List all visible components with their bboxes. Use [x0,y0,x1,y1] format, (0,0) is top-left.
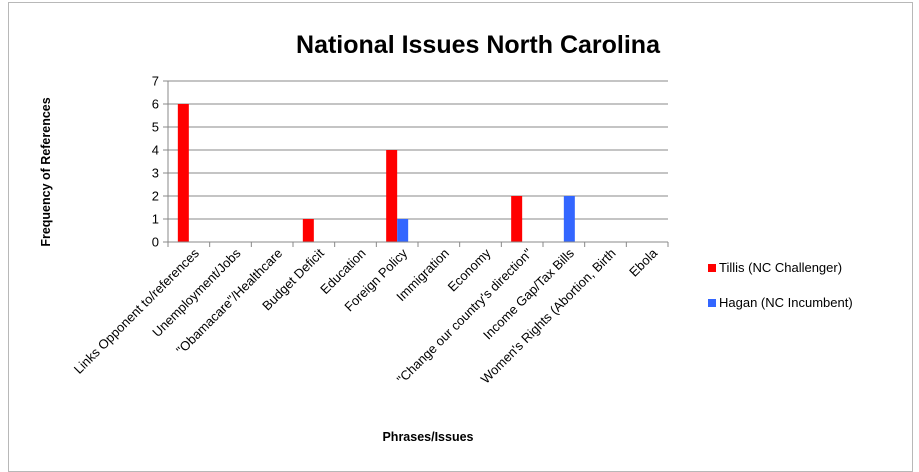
y-tick-label: 2 [152,189,159,204]
legend-label-hagan: Hagan (NC Incumbent) [719,295,853,310]
bar-hagan-5 [397,219,409,242]
y-tick-label: 6 [152,97,159,112]
bar-tillis-0 [177,104,189,242]
y-axis-title: Frequency of References [39,97,53,246]
y-tick-label: 1 [152,212,159,227]
bar-tillis-5 [386,150,398,242]
bars [177,104,575,242]
axes [163,80,669,247]
chart-frame [8,2,913,472]
x-axis-title: Phrases/Issues [382,430,473,444]
y-tick-label: 0 [152,235,159,250]
legend: Tillis (NC Challenger) Hagan (NC Incumben… [708,260,853,310]
bar-tillis-3 [302,219,314,242]
legend-swatch-tillis [708,264,716,272]
legend-swatch-hagan [708,299,716,307]
bar-tillis-8 [511,196,523,242]
x-category-label: Ebola [626,245,661,280]
bar-hagan-9 [563,196,575,242]
chart-title: National Issues North Carolina [296,31,661,59]
y-tick-label: 4 [152,143,159,158]
gridlines [168,80,668,220]
y-tick-label: 5 [152,120,159,135]
y-tick-label: 7 [152,74,159,89]
y-tick-labels: 0 1 2 3 4 5 6 7 [152,74,159,250]
legend-label-tillis: Tillis (NC Challenger) [719,260,842,275]
x-category-labels: Links Opponent to/referencesUnemployment… [71,245,661,387]
y-tick-label: 3 [152,166,159,181]
